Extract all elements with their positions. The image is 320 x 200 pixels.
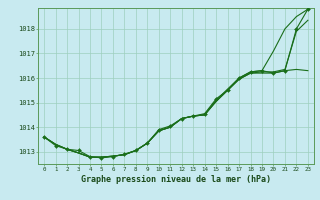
X-axis label: Graphe pression niveau de la mer (hPa): Graphe pression niveau de la mer (hPa) — [81, 175, 271, 184]
